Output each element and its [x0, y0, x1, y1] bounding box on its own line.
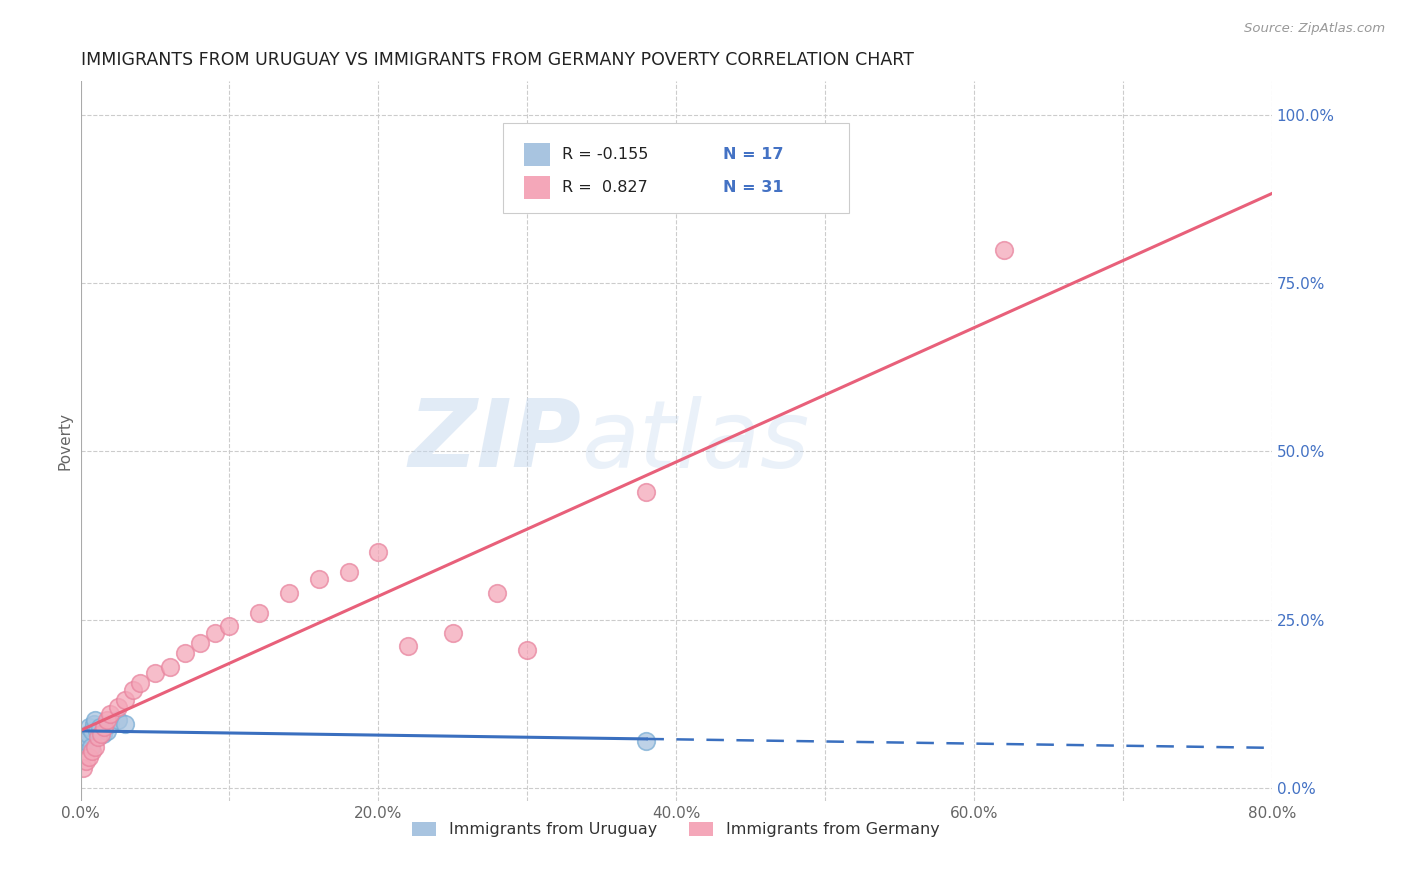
Point: [90, 727, 112, 741]
Point: [72, 737, 94, 751]
Point: [84, 714, 107, 728]
Point: [308, 572, 330, 586]
FancyBboxPatch shape: [523, 177, 550, 200]
Point: [159, 659, 181, 673]
Point: [114, 693, 136, 707]
Point: [86, 723, 108, 738]
Point: [107, 714, 129, 728]
Point: [87, 731, 110, 745]
Point: [143, 666, 166, 681]
Point: [204, 626, 226, 640]
Text: Source: ZipAtlas.com: Source: ZipAtlas.com: [1244, 22, 1385, 36]
Point: [77, 727, 100, 741]
Point: [188, 636, 211, 650]
Point: [993, 243, 1015, 257]
Point: [80, 740, 103, 755]
Point: [72, 761, 94, 775]
Point: [96, 714, 118, 728]
Point: [173, 646, 195, 660]
Point: [247, 606, 270, 620]
Legend: Immigrants from Uruguay, Immigrants from Germany: Immigrants from Uruguay, Immigrants from…: [406, 815, 946, 844]
Point: [218, 619, 240, 633]
Point: [76, 731, 98, 745]
Point: [79, 750, 101, 764]
Text: N = 17: N = 17: [723, 147, 783, 162]
Text: R = -0.155: R = -0.155: [562, 147, 648, 162]
Point: [93, 720, 115, 734]
Text: atlas: atlas: [581, 396, 808, 487]
Text: ZIP: ZIP: [408, 395, 581, 487]
Text: N = 31: N = 31: [723, 180, 783, 195]
Y-axis label: Poverty: Poverty: [58, 412, 72, 470]
Text: IMMIGRANTS FROM URUGUAY VS IMMIGRANTS FROM GERMANY POVERTY CORRELATION CHART: IMMIGRANTS FROM URUGUAY VS IMMIGRANTS FR…: [80, 51, 914, 69]
Text: R =  0.827: R = 0.827: [562, 180, 648, 195]
Point: [636, 484, 658, 499]
Point: [82, 744, 104, 758]
Point: [96, 723, 118, 738]
Point: [486, 585, 509, 599]
Point: [396, 640, 419, 654]
Point: [516, 643, 538, 657]
Point: [441, 626, 464, 640]
Point: [636, 733, 658, 747]
Point: [121, 683, 143, 698]
Point: [89, 720, 111, 734]
Point: [98, 716, 121, 731]
Point: [76, 754, 98, 768]
Point: [129, 676, 152, 690]
Point: [83, 716, 105, 731]
Point: [278, 585, 301, 599]
Point: [84, 740, 107, 755]
Point: [82, 723, 104, 738]
Point: [367, 545, 389, 559]
Point: [107, 700, 129, 714]
Point: [114, 716, 136, 731]
Point: [79, 720, 101, 734]
FancyBboxPatch shape: [523, 144, 550, 166]
FancyBboxPatch shape: [503, 123, 849, 212]
Point: [73, 733, 96, 747]
Point: [98, 706, 121, 721]
Point: [91, 727, 114, 741]
Point: [337, 566, 360, 580]
